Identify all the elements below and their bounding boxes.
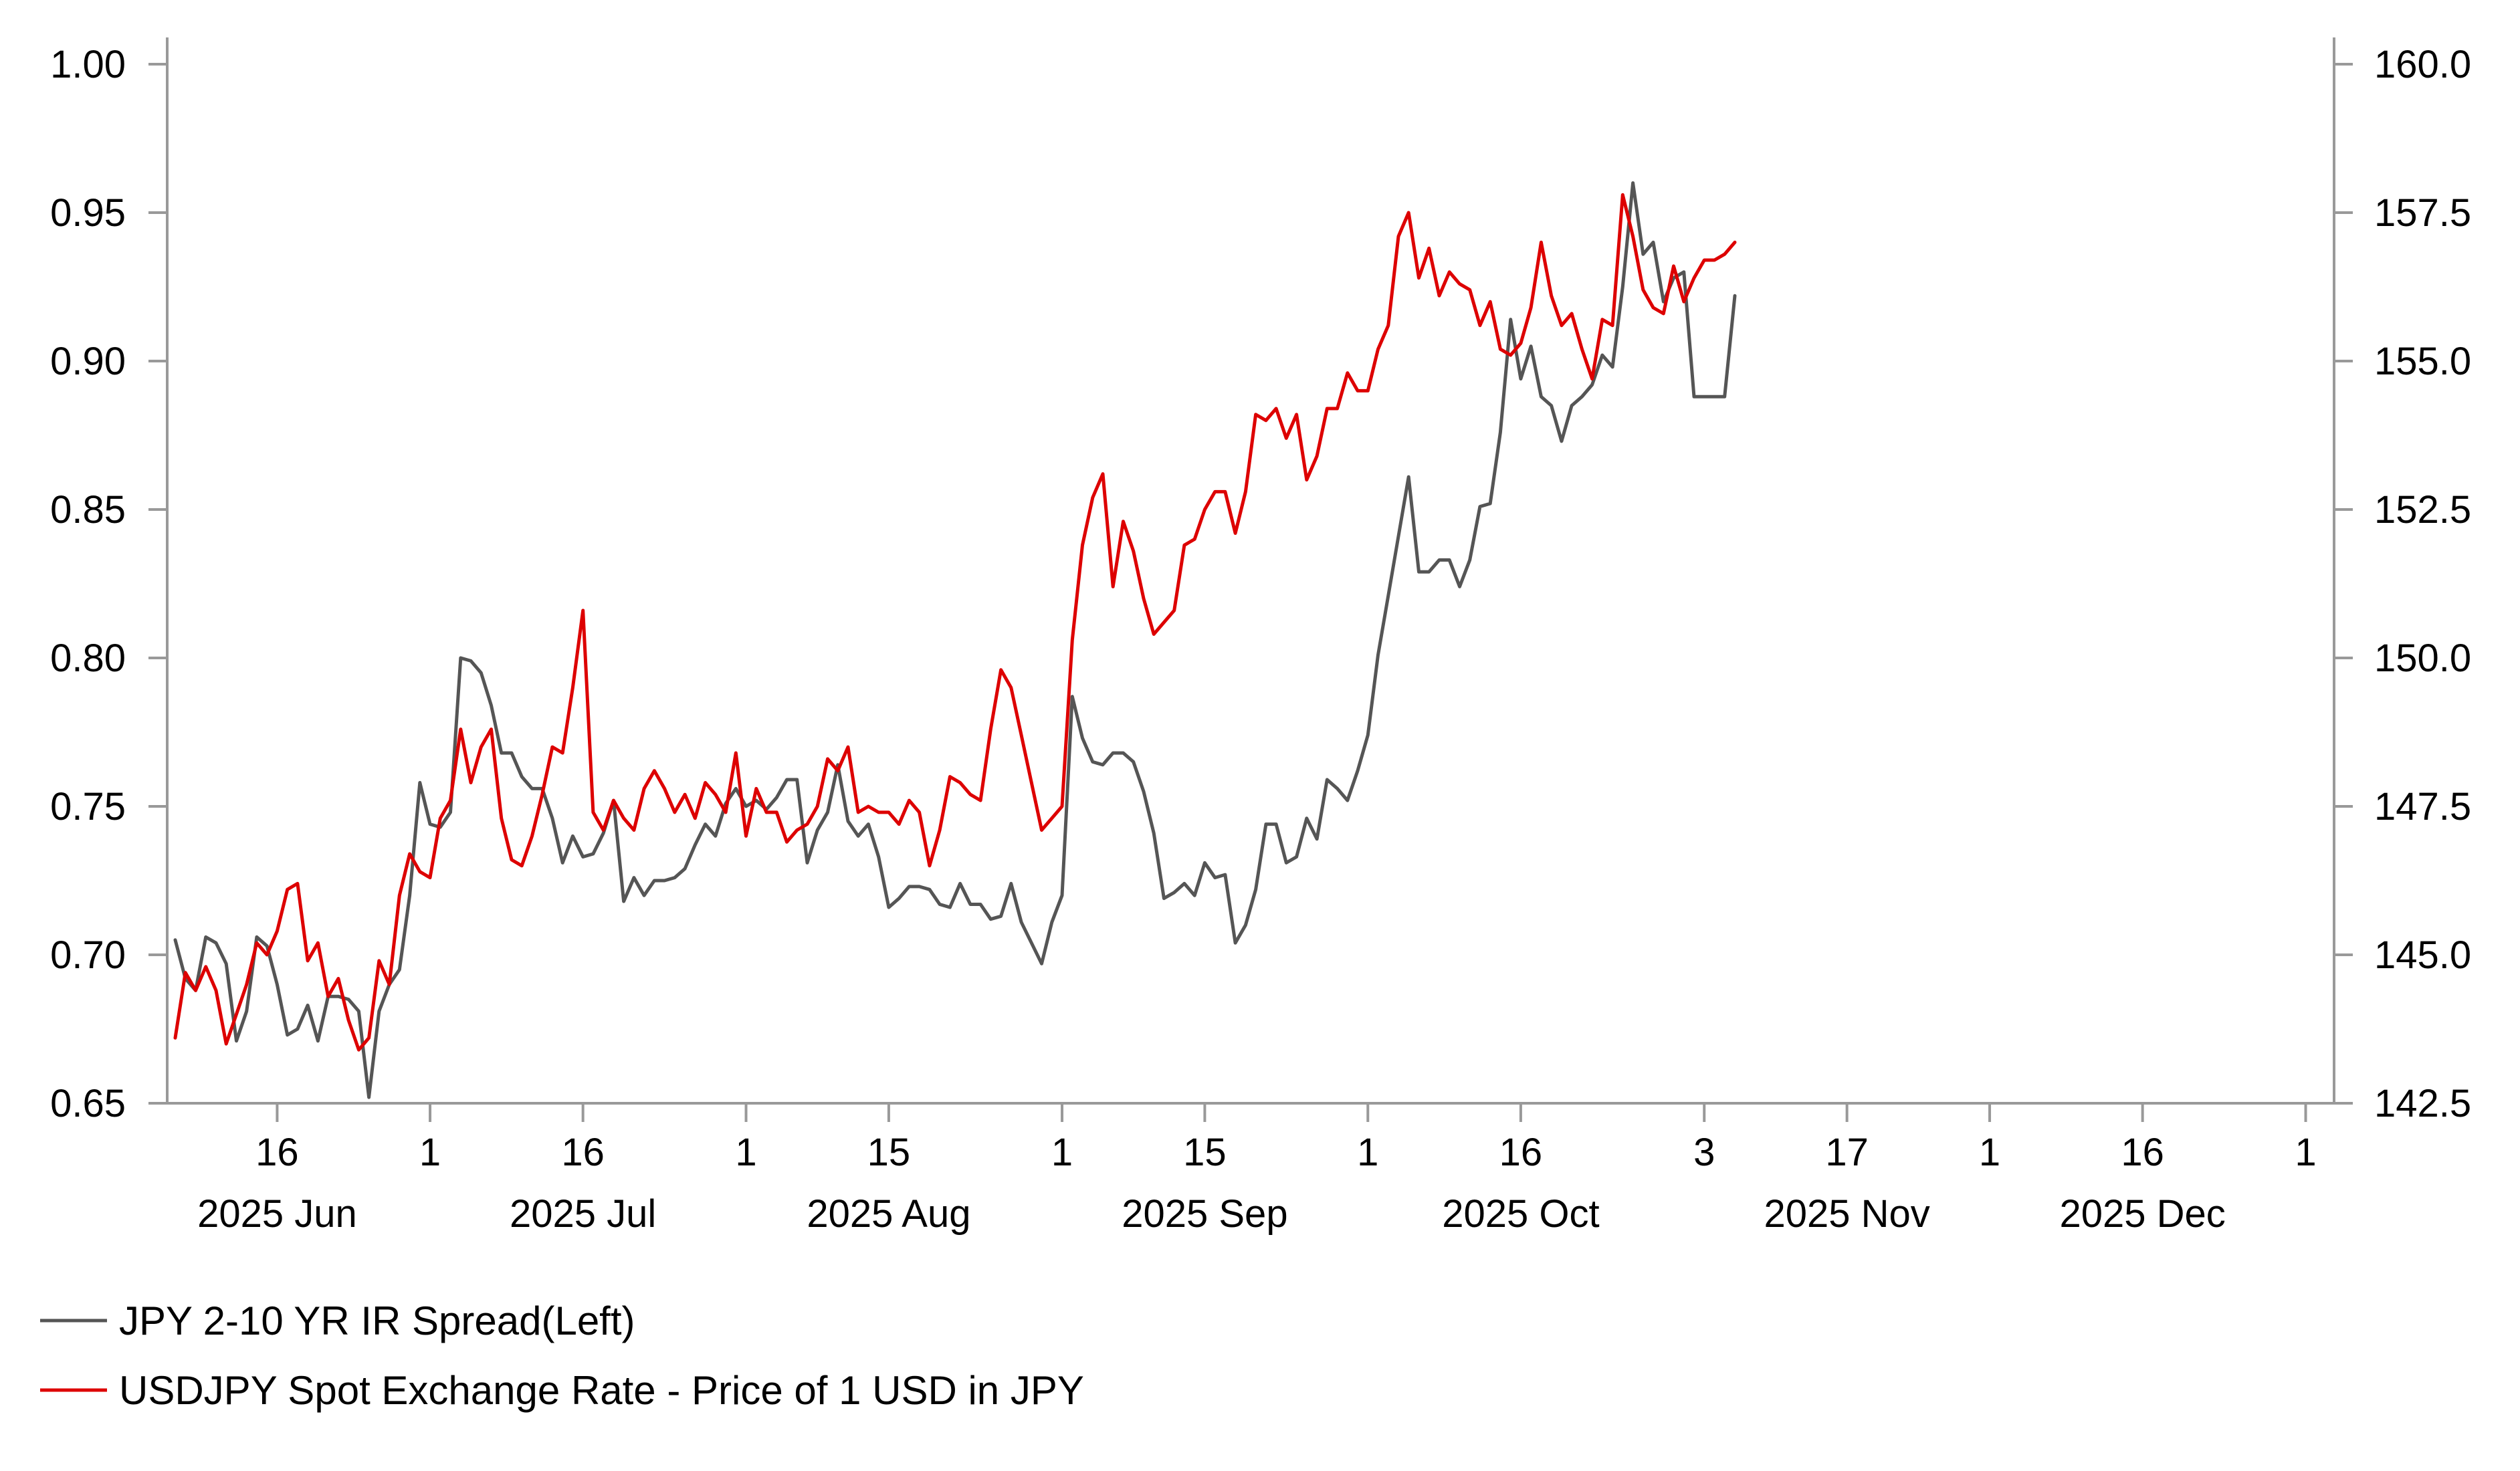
x-tick-label: 15 — [867, 1131, 911, 1174]
left-tick-label: 0.90 — [50, 340, 126, 383]
left-tick-label: 0.65 — [50, 1082, 126, 1125]
legend: JPY 2-10 YR IR Spread(Left) USDJPY Spot E… — [40, 1298, 1084, 1413]
x-tick-label: 1 — [1357, 1131, 1378, 1174]
left-tick-label: 0.75 — [50, 785, 126, 828]
right-tick-label: 150.0 — [2374, 637, 2471, 680]
left-tick-label: 0.80 — [50, 637, 126, 680]
right-axis-ticks: 160.0 157.5 155.0 152.5 150.0 147.5 145.0 142.5 — [2334, 43, 2471, 1125]
x-tick-label: 16 — [561, 1131, 605, 1174]
x-tick-label: 16 — [2121, 1131, 2164, 1174]
right-tick-label: 160.0 — [2374, 43, 2471, 86]
x-tick-label: 17 — [1825, 1131, 1869, 1174]
left-axis-ticks: 1.00 0.95 0.90 0.85 0.80 0.75 0.70 0.65 — [50, 43, 167, 1125]
legend-label: JPY 2-10 YR IR Spread(Left) — [119, 1298, 635, 1343]
x-month-label: 2025 Jul — [510, 1192, 656, 1236]
series-line-usdjpy — [173, 193, 1737, 1052]
x-month-label: 2025 Sep — [1122, 1192, 1287, 1236]
x-tick-label: 1 — [419, 1131, 441, 1174]
right-tick-label: 155.0 — [2374, 340, 2471, 383]
x-tick-label: 15 — [1183, 1131, 1227, 1174]
right-tick-label: 157.5 — [2374, 191, 2471, 235]
left-tick-label: 0.95 — [50, 191, 126, 235]
legend-label: USDJPY Spot Exchange Rate - Price of 1 U… — [119, 1368, 1084, 1413]
x-tick-label: 3 — [1693, 1131, 1715, 1174]
axes — [166, 37, 2335, 1105]
right-tick-label: 142.5 — [2374, 1082, 2471, 1125]
right-tick-label: 145.0 — [2374, 933, 2471, 977]
x-tick-label: 16 — [255, 1131, 299, 1174]
left-tick-label: 0.70 — [50, 933, 126, 977]
x-month-label: 2025 Nov — [1764, 1192, 1929, 1236]
x-tick-label: 1 — [735, 1131, 756, 1174]
x-month-label: 2025 Oct — [1442, 1192, 1599, 1236]
x-month-label: 2025 Aug — [807, 1192, 970, 1236]
right-tick-label: 147.5 — [2374, 785, 2471, 828]
x-axis-ticks: 16 1 16 1 15 1 15 1 16 3 17 1 16 1 2025 Jun 2025 Jul 202… — [197, 1103, 2317, 1236]
x-month-label: 2025 Dec — [2060, 1192, 2226, 1236]
x-month-label: 2025 Jun — [197, 1192, 357, 1236]
x-tick-label: 1 — [1979, 1131, 2000, 1174]
right-tick-label: 152.5 — [2374, 488, 2471, 532]
left-tick-label: 1.00 — [50, 43, 126, 86]
x-tick-label: 1 — [1051, 1131, 1073, 1174]
series-line-jpy-spread — [173, 181, 1737, 1099]
left-tick-label: 0.85 — [50, 488, 126, 532]
x-tick-label: 16 — [1499, 1131, 1543, 1174]
x-tick-label: 1 — [2295, 1131, 2316, 1174]
series-layer — [173, 181, 1737, 1099]
